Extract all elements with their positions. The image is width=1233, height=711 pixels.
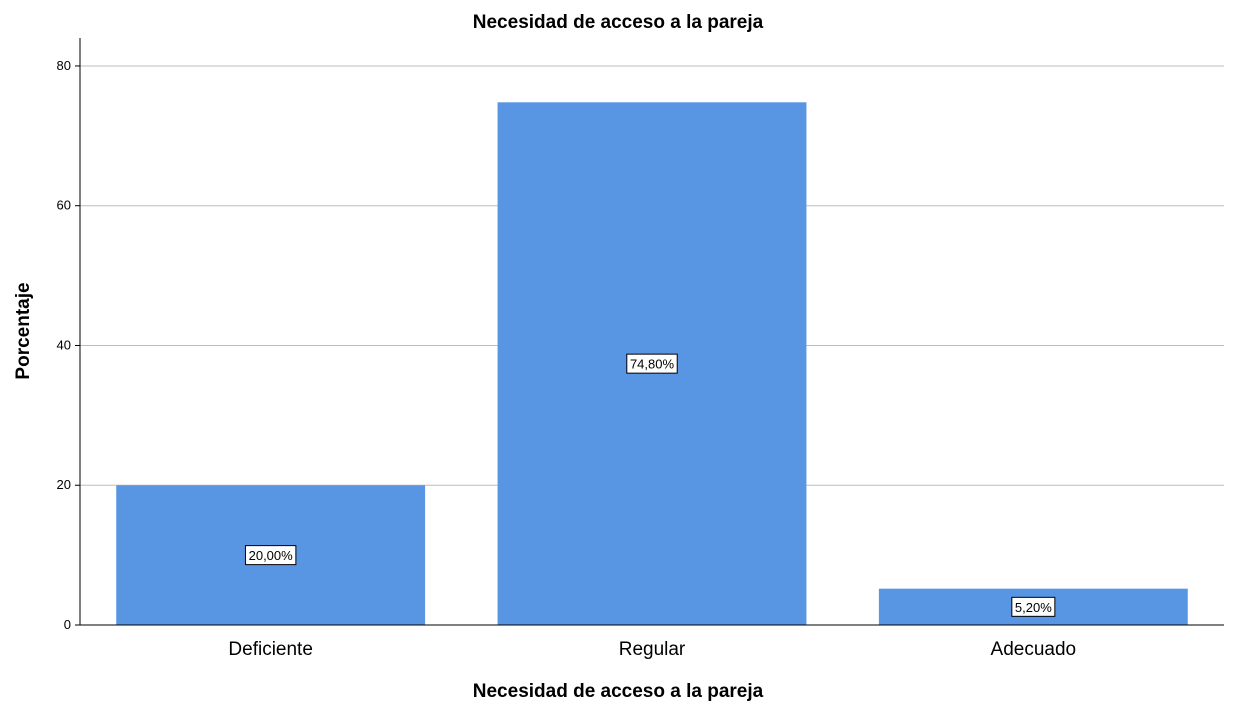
x-category-label: Adecuado: [991, 639, 1077, 660]
y-tick-label: 20: [57, 477, 71, 492]
y-tick-label: 0: [64, 617, 71, 632]
x-category-label: Regular: [619, 639, 686, 660]
chart-title: Necesidad de acceso a la pareja: [473, 12, 764, 33]
data-label: 5,20%: [1015, 600, 1052, 615]
data-label-box: [1011, 596, 1056, 617]
data-labels: 20,00% 74,80% 5,20%: [244, 353, 1056, 617]
data-label-box: [626, 353, 678, 374]
y-tick-label: 40: [57, 337, 71, 352]
x-category-label: Deficiente: [228, 639, 313, 660]
x-axis-title: Necesidad de acceso a la pareja: [473, 681, 764, 702]
data-label: 74,80%: [630, 357, 675, 372]
data-label-box: [244, 545, 297, 566]
axes: [79, 38, 1224, 626]
y-tick-labels: 0 20 40 60 80: [57, 58, 80, 632]
y-tick-label: 80: [57, 58, 71, 73]
x-category-labels: Deficiente Regular Adecuado: [228, 639, 1076, 660]
data-label: 20,00%: [249, 548, 294, 563]
y-axis-title: Porcentaje: [13, 282, 34, 379]
y-tick-label: 60: [57, 198, 71, 213]
